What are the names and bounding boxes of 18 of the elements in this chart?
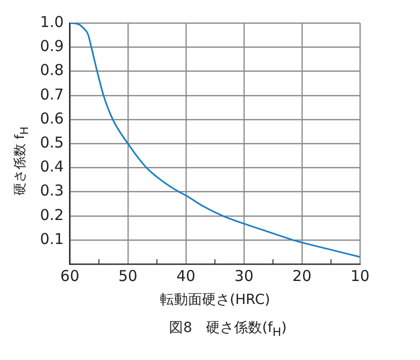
x-tick-label: 50 bbox=[118, 267, 138, 286]
y-tick-label: 0.9 bbox=[40, 37, 64, 56]
x-tick-label: 10 bbox=[350, 267, 370, 286]
y-tick-label: 1.0 bbox=[40, 12, 64, 31]
y-tick-label: 0.5 bbox=[40, 133, 64, 152]
y-tick-label: 0.2 bbox=[40, 206, 64, 224]
x-tick-label: 20 bbox=[292, 267, 312, 286]
x-tick-label: 30 bbox=[234, 267, 254, 286]
text: 図8 硬さ係数(f$_{H}$) bbox=[168, 319, 288, 339]
x-tick-label: 40 bbox=[176, 267, 196, 286]
y-tick-label: 0.3 bbox=[40, 182, 64, 200]
y-tick-label: 0.8 bbox=[40, 61, 64, 80]
y-tick-label: 0.1 bbox=[40, 230, 64, 248]
y-tick-label: 0.7 bbox=[40, 85, 64, 104]
x-tick-label: 60 bbox=[60, 267, 80, 286]
y-tick-label: 0.6 bbox=[40, 109, 64, 128]
y-tick-label: 0.4 bbox=[40, 158, 64, 176]
x-axis-title: 転動面硬さ(HRC) bbox=[160, 292, 270, 308]
